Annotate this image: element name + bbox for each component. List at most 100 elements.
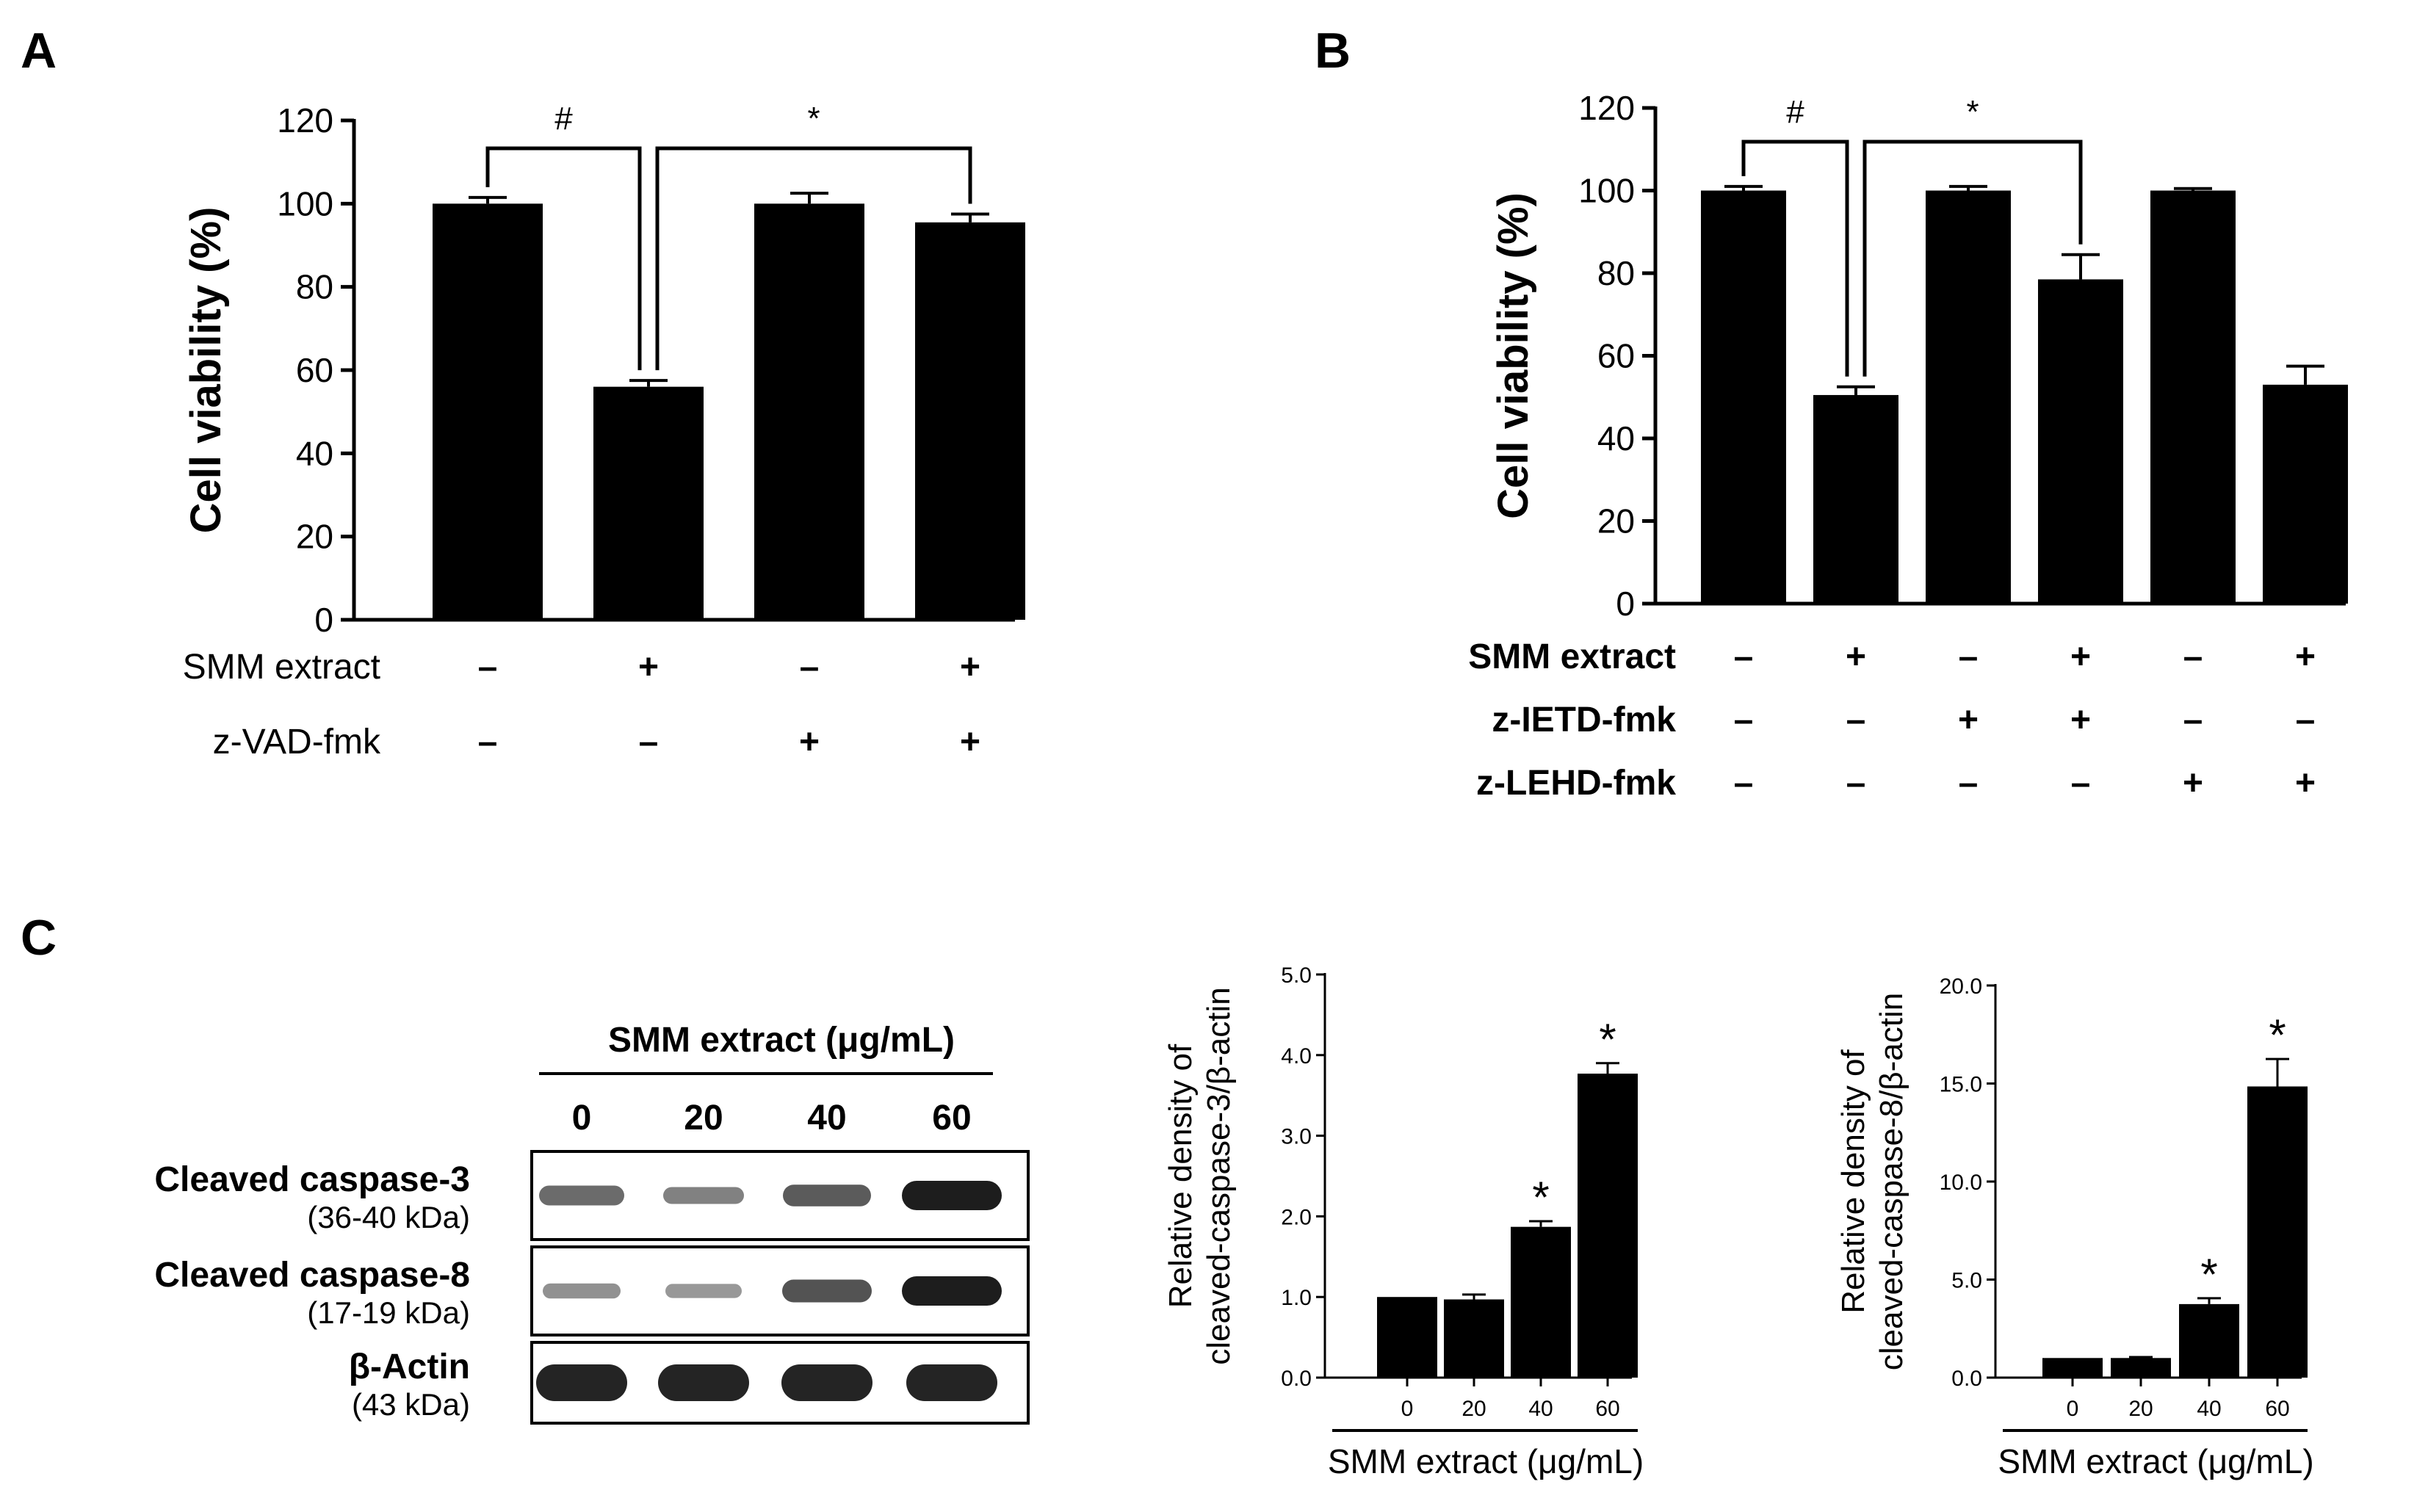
- significance-star: *: [2269, 1010, 2286, 1060]
- chart-b: 0 20 40 60 80 100 120 Cell viability (%) # * SMM e…: [1468, 89, 2348, 803]
- y-tick-label: 5.0: [1281, 963, 1312, 988]
- treatment-mark: –: [1734, 701, 1754, 739]
- treatment-mark: –: [2183, 701, 2203, 739]
- treatment-mark: +: [2295, 637, 2316, 676]
- y-tick-label: 1.0: [1281, 1286, 1312, 1310]
- x-tick-label: 0: [1401, 1397, 1414, 1421]
- x-tick-label: 20: [1462, 1397, 1486, 1421]
- blot-kda-label: (43 kDa): [352, 1387, 470, 1422]
- treatment-mark: –: [2296, 701, 2316, 739]
- blot-band: [665, 1284, 742, 1298]
- y-tick-label: 40: [296, 434, 333, 472]
- treatment-mark: –: [478, 723, 498, 762]
- treatment-mark: +: [960, 723, 980, 762]
- significance-symbol: #: [554, 101, 573, 137]
- significance-star: *: [1599, 1015, 1616, 1064]
- significance-bracket: [1741, 140, 1849, 377]
- bar: [2042, 1358, 2103, 1378]
- x-tick-label: 20: [2128, 1397, 2153, 1421]
- y-tick-label: 0: [314, 601, 333, 639]
- bar: [593, 386, 704, 620]
- y-axis-title: Cell viability (%): [182, 207, 230, 534]
- x-axis-title: SMM extract (μg/mL): [1328, 1442, 1644, 1480]
- treatment-mark: +: [2070, 701, 2091, 739]
- blot-band: [543, 1283, 621, 1299]
- y-axis-title-line: cleaved-caspase-8/β-actin: [1874, 993, 1909, 1370]
- y-tick-label: 20: [296, 518, 333, 556]
- y-tick-label: 15.0: [1940, 1073, 1982, 1097]
- y-tick-label: 10.0: [1940, 1171, 1982, 1195]
- y-tick-label: 3.0: [1281, 1125, 1312, 1149]
- significance-symbol: #: [1786, 94, 1804, 130]
- treatment-mark: –: [1734, 637, 1754, 676]
- treatment-mark: –: [1959, 637, 1979, 676]
- treatment-mark: +: [799, 723, 820, 762]
- y-tick-label: 0.0: [1281, 1367, 1312, 1391]
- y-tick-label: 20.0: [1940, 974, 1982, 999]
- y-tick-label: 40: [1597, 419, 1635, 457]
- blot-band: [781, 1364, 872, 1401]
- treatment-mark: –: [2183, 637, 2203, 676]
- bar: [2111, 1358, 2171, 1378]
- treatment-label: z-VAD-fmk: [213, 723, 381, 762]
- y-tick-label: 0: [1616, 585, 1635, 623]
- blot-kda-label: (36-40 kDa): [307, 1200, 470, 1234]
- treatment-mark: +: [2183, 764, 2203, 803]
- bar: [2038, 279, 2123, 604]
- blot-band: [783, 1184, 871, 1207]
- panel-label-c: C: [21, 910, 57, 966]
- bar: [1926, 190, 2011, 604]
- treatment-label: z-LEHD-fmk: [1476, 764, 1676, 803]
- y-tick-label: 60: [1597, 337, 1635, 375]
- treatment-mark: –: [800, 648, 820, 687]
- blot-protein-label: Cleaved caspase-3: [154, 1160, 470, 1199]
- treatment-mark: –: [1846, 764, 1866, 803]
- western-blot: SMM extract (μg/mL) 0 20 40 60 Cleaved caspas…: [154, 1021, 1030, 1425]
- significance-bracket: [1862, 140, 2083, 377]
- y-axis-title: Cell viability (%): [1489, 192, 1537, 519]
- y-axis-title-line: cleaved-caspase-3/β-actin: [1201, 987, 1237, 1364]
- chart-c-caspase-3: 0.0 1.0 2.0 3.0 4.0 5.0 0 20 * 40 * 60 SMM extract (…: [1163, 963, 1644, 1480]
- blot-lane-label: 0: [572, 1099, 592, 1137]
- bar: [2247, 1086, 2308, 1378]
- treatment-label: SMM extract: [1468, 637, 1676, 676]
- significance-star: *: [1532, 1173, 1549, 1222]
- blot-lane-label: 40: [807, 1099, 846, 1137]
- blot-protein-label: Cleaved caspase-8: [154, 1256, 470, 1295]
- y-axis-title-line: Relative density of: [1835, 1049, 1871, 1313]
- significance-symbol: *: [807, 101, 820, 137]
- blot-band: [663, 1187, 744, 1204]
- y-axis-title-line: Relative density of: [1163, 1043, 1199, 1308]
- blot-band: [902, 1181, 1002, 1210]
- treatment-mark: –: [2071, 764, 2091, 803]
- blot-band: [539, 1185, 624, 1206]
- blot-header: SMM extract (μg/mL): [608, 1021, 955, 1060]
- treatment-label: z-IETD-fmk: [1492, 701, 1676, 739]
- y-tick-label: 80: [1597, 254, 1635, 292]
- bar: [915, 222, 1025, 620]
- x-tick-label: 60: [1595, 1397, 1619, 1421]
- bar: [754, 203, 864, 620]
- bar: [2263, 384, 2348, 604]
- significance-star: *: [2200, 1250, 2217, 1299]
- treatment-mark: –: [1846, 701, 1866, 739]
- panel-label-b: B: [1315, 23, 1351, 79]
- y-tick-label: 100: [1578, 172, 1635, 210]
- blot-band: [906, 1364, 997, 1401]
- blot-kda-label: (17-19 kDa): [307, 1295, 470, 1330]
- y-tick-label: 4.0: [1281, 1044, 1312, 1068]
- treatment-mark: –: [1734, 764, 1754, 803]
- blot-band: [536, 1364, 627, 1401]
- treatment-label: SMM extract: [183, 648, 380, 687]
- x-tick-label: 60: [2265, 1397, 2289, 1421]
- bar: [433, 203, 543, 620]
- bar: [1701, 190, 1786, 604]
- bar: [1813, 394, 1898, 604]
- blot-band: [658, 1364, 749, 1401]
- treatment-mark: +: [1846, 637, 1866, 676]
- y-tick-label: 60: [296, 351, 333, 389]
- x-tick-label: 0: [2067, 1397, 2079, 1421]
- significance-symbol: *: [1966, 94, 1979, 130]
- treatment-mark: –: [478, 648, 498, 687]
